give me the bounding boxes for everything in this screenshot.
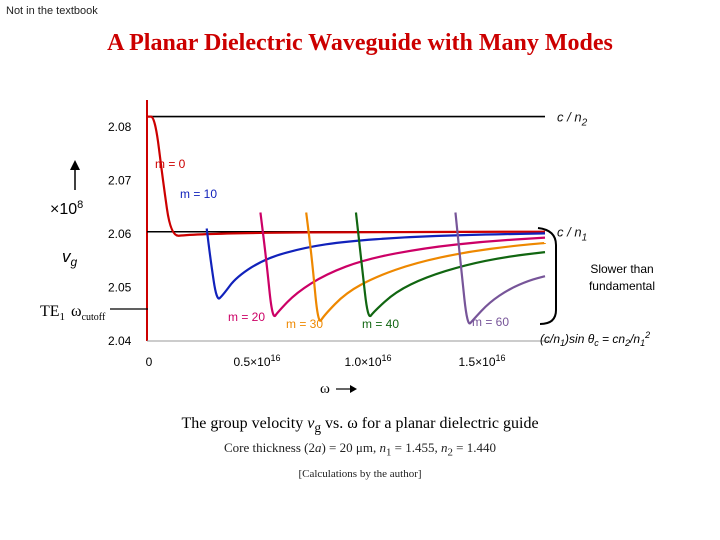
- series-line-0: [147, 115, 545, 237]
- series-label-5: m = 60: [472, 315, 509, 329]
- y-tick-label-0: 2.04: [108, 334, 132, 348]
- y-multiplier: ×108: [50, 199, 83, 218]
- y-tick-label-4: 2.08: [108, 120, 132, 134]
- subcaption-text: Core thickness (2a) = 20 μm, n1 = 1.455,…: [223, 440, 496, 459]
- chart-labels: m = 0 m = 10 m = 20 m = 30 m = 40 m = 60 ×108 v…: [40, 157, 655, 397]
- slower-label-line1: Slower than: [590, 262, 653, 276]
- series-line-5: [454, 212, 546, 325]
- reference-lines: c / n2 c / n1: [147, 110, 588, 244]
- series-label-0: m = 0: [155, 157, 186, 171]
- x-tick-label-1: 0.5×1016: [233, 353, 280, 369]
- critical-angle-formula: (c/n1)sin θc = cn2/n12: [540, 330, 650, 348]
- series-line-2: [259, 212, 546, 318]
- series-label-4: m = 40: [362, 317, 399, 331]
- series-label-1: m = 10: [180, 187, 217, 201]
- corner-note: Not in the textbook: [6, 5, 98, 17]
- te1-label: TE1 ωcutoff: [40, 303, 106, 323]
- x-tick-label-0: 0: [146, 355, 153, 369]
- x-axis-label: ω: [320, 381, 330, 397]
- chart-axes: 2.04 2.05 2.06 2.07 2.08 0 0.5×1016 1.0×1016 1.5…: [108, 100, 550, 369]
- page-title: A Planar Dielectric Waveguide with Many …: [107, 30, 613, 56]
- series-line-1: [205, 228, 546, 300]
- y-tick-label-3: 2.07: [108, 173, 132, 187]
- slower-bracket: [537, 227, 557, 325]
- reference-label-0: c / n2: [557, 110, 588, 129]
- y-axis-label: vg: [62, 247, 78, 269]
- figure-caption: The group velocity vg vs. ω for a planar…: [0, 415, 720, 436]
- series-line-3: [305, 212, 546, 322]
- series-label-2: m = 20: [228, 310, 265, 324]
- series-label-3: m = 30: [286, 317, 323, 331]
- reference-label-1: c / n1: [557, 225, 587, 244]
- figure-subcaption: Core thickness (2a) = 20 μm, n1 = 1.455,…: [0, 440, 720, 459]
- y-tick-label-1: 2.05: [108, 280, 132, 294]
- y-tick-label-2: 2.06: [108, 227, 132, 241]
- series-line-4: [354, 212, 546, 318]
- figure-credit: [Calculations by the author]: [298, 468, 422, 480]
- x-tick-label-3: 1.5×1016: [458, 353, 505, 369]
- slower-label-line2: fundamental: [589, 279, 655, 293]
- x-axis-arrow-head: [350, 385, 357, 393]
- x-tick-label-2: 1.0×1016: [344, 353, 391, 369]
- y-axis-arrow-head: [70, 160, 80, 170]
- caption-text: The group velocity vg vs. ω for a planar…: [181, 415, 539, 436]
- chart-series: [147, 115, 546, 325]
